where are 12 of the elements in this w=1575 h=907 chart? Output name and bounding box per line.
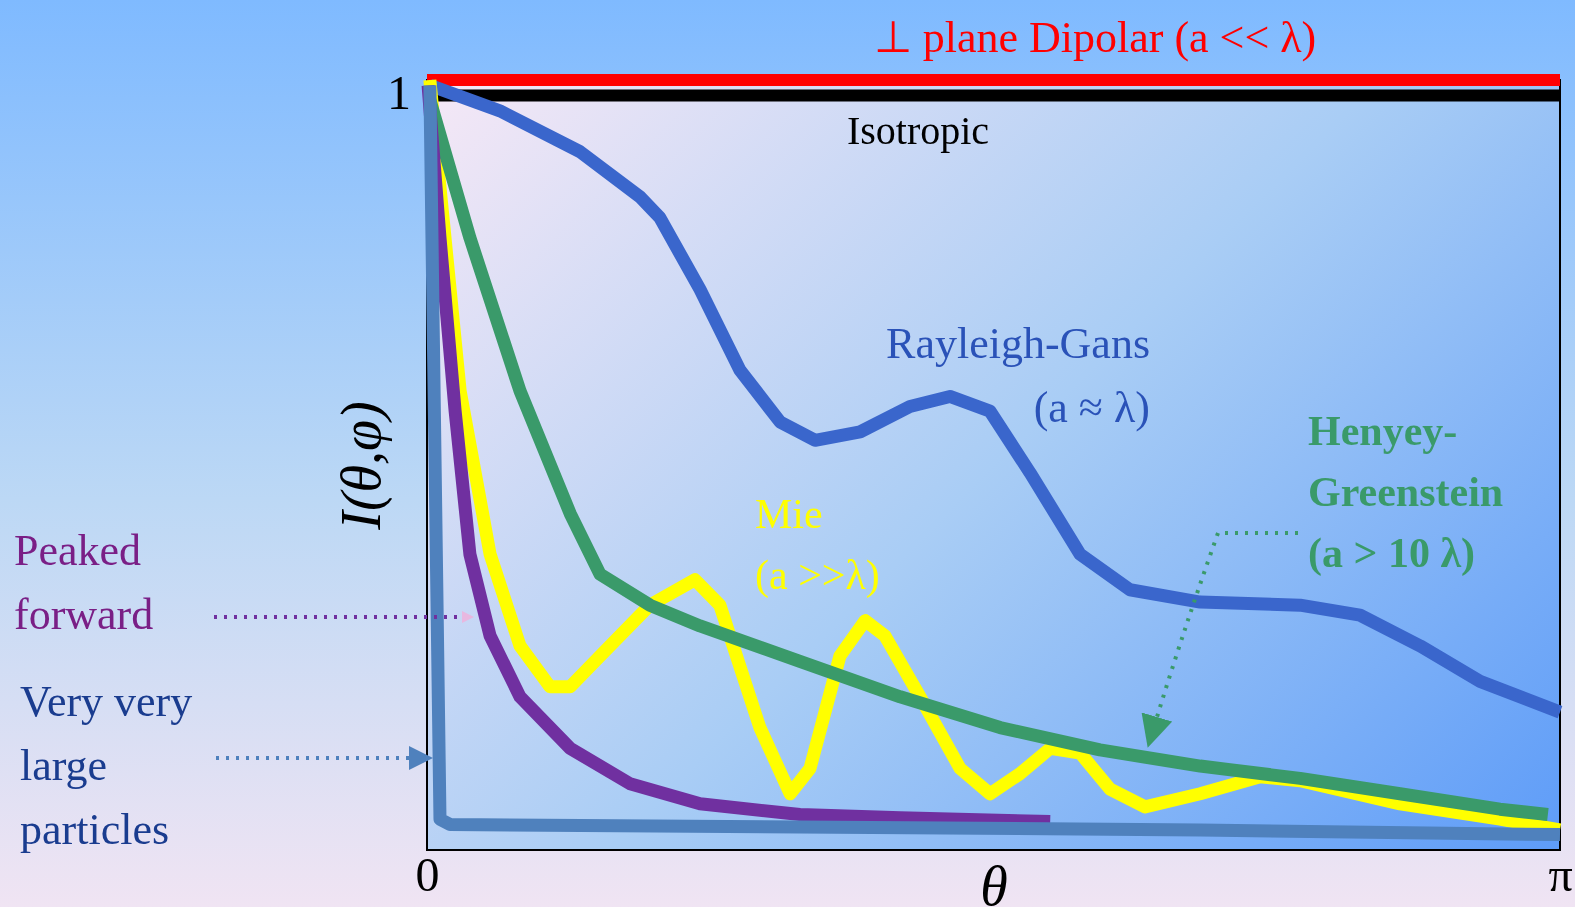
y-axis-title: I(θ,φ) (329, 401, 393, 531)
text: 1 (387, 66, 411, 119)
series-label: ⊥ plane Dipolar (a << λ) (873, 13, 1317, 62)
x-axis-title: θ (980, 854, 1008, 907)
x-tick-label: 0 (415, 847, 440, 901)
series-label: Mie (a >>λ) (755, 491, 880, 599)
series-label: Isotropic (846, 108, 990, 153)
series-label: Rayleigh-Gans (a ≈ λ) (886, 319, 1150, 432)
x-tick-label: π (1548, 847, 1573, 901)
text: Henyey- Greenstein (a > 10 λ) (1308, 408, 1504, 577)
legend-label: Very very large particles (20, 677, 193, 854)
text: Peaked forward (14, 526, 154, 639)
